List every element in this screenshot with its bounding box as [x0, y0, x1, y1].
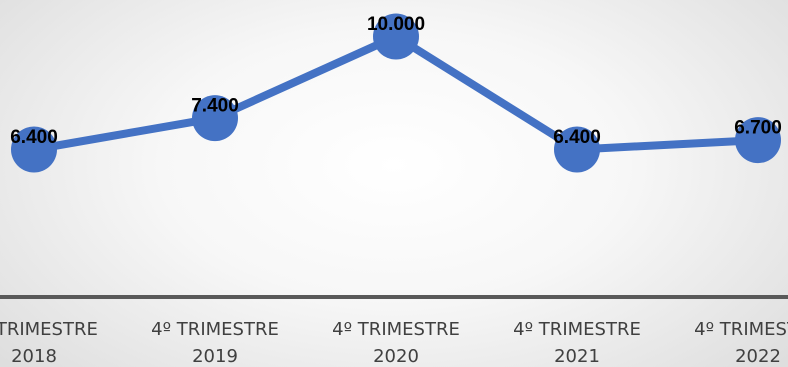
x-tick-label: 4º TRIMESTRE [151, 319, 279, 340]
data-label: 6.400 [10, 127, 58, 148]
data-point-marker [373, 13, 419, 60]
data-label: 6.700 [734, 118, 782, 139]
markers-group [11, 13, 781, 173]
x-tick-label: 2019 [192, 346, 238, 367]
data-point-marker [735, 117, 781, 164]
x-tick-label: 4º TRIMESTRE [332, 319, 460, 340]
x-tick-label: 4º TRIMESTRE [513, 319, 641, 340]
data-point-marker [554, 126, 600, 173]
data-point-marker [11, 126, 57, 173]
x-tick-label: 4º TRIMESTRE [694, 319, 788, 340]
x-tick-label: 2022 [735, 346, 781, 367]
data-labels-group: 6.400 7.400 10.000 6.400 6.700 [10, 14, 782, 148]
data-label: 6.400 [553, 127, 601, 148]
data-label: 7.400 [191, 96, 239, 117]
x-tick-label: 2018 [11, 346, 57, 367]
x-tick-label: 2020 [373, 346, 419, 367]
data-point-marker [192, 95, 238, 142]
x-tick-label: 4º TRIMESTRE [0, 319, 98, 340]
x-tick-label: 2021 [554, 346, 600, 367]
data-label: 10.000 [367, 14, 425, 35]
tick-labels-group: 4º TRIMESTRE 2018 4º TRIMESTRE 2019 4º TRIME… [0, 319, 788, 367]
